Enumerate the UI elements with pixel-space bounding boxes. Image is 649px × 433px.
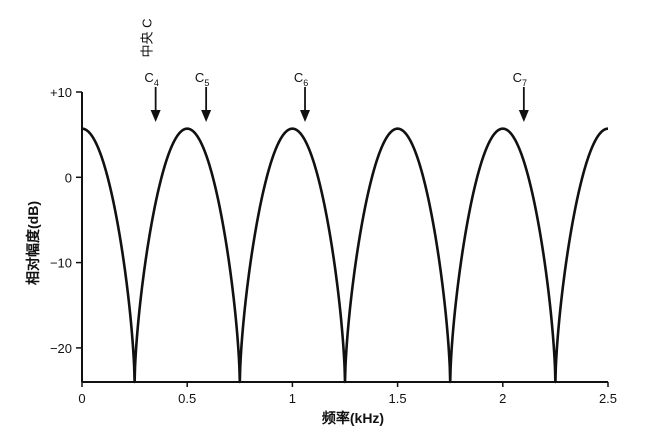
middle-c-label: 中央 C — [140, 18, 155, 57]
arrow-head — [300, 110, 311, 122]
note-marker-C4: C4 — [144, 70, 161, 122]
x-tick-label: 0 — [78, 391, 85, 406]
x-tick-label: 1.5 — [389, 391, 407, 406]
note-octave: 5 — [204, 78, 209, 88]
y-tick-label: −10 — [50, 256, 72, 271]
note-octave: 7 — [522, 78, 527, 88]
label-layer: +10 0 −10 −20 0 0.5 1 1.5 2 2.5 频率(kHz) 相对幅度(dB) — [25, 85, 617, 426]
y-tick-label: 0 — [65, 170, 72, 185]
note-marker-C5: C5 — [195, 70, 212, 122]
note-marker-C6: C6 — [294, 70, 311, 122]
note-octave: 6 — [303, 78, 308, 88]
note-label: C7 — [513, 70, 527, 88]
note-letter: C — [144, 70, 153, 85]
comb-filter-curve — [81, 127, 609, 384]
x-tick-label: 0.5 — [178, 391, 196, 406]
x-tick-label: 2 — [499, 391, 506, 406]
note-letter: C — [294, 70, 303, 85]
note-letter: C — [195, 70, 204, 85]
note-label: C6 — [294, 70, 308, 88]
y-tick-label: +10 — [50, 85, 72, 100]
note-marker-C7: C7 — [513, 70, 529, 122]
note-octave: 4 — [154, 78, 159, 88]
x-axis-title: 频率(kHz) — [322, 410, 384, 426]
x-tick-label: 1 — [289, 391, 296, 406]
arrow-head — [150, 110, 161, 122]
curve-layer — [81, 127, 609, 384]
note-letter: C — [513, 70, 522, 85]
arrow-head — [518, 110, 529, 122]
arrow-head — [201, 110, 212, 122]
y-axis-title: 相对幅度(dB) — [25, 201, 41, 285]
note-label: C5 — [195, 70, 209, 88]
x-tick-label: 2.5 — [599, 391, 617, 406]
y-tick-label: −20 — [50, 341, 72, 356]
note-label: C4 — [144, 70, 158, 88]
